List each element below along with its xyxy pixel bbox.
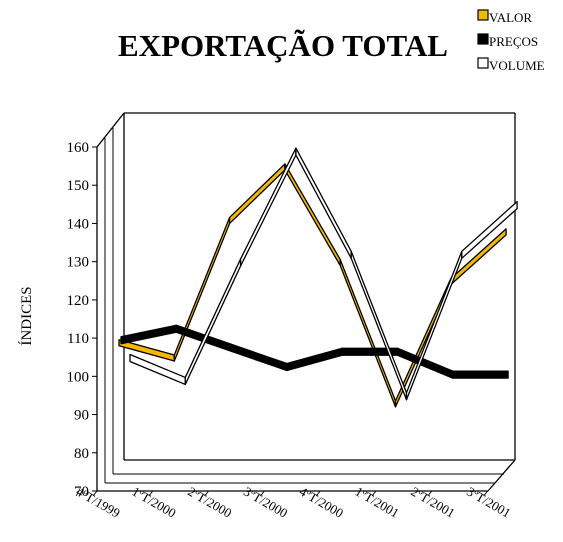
y-tick-label: 70	[74, 484, 89, 500]
y-axis-label: ÍNDICES	[18, 286, 35, 345]
legend-swatch	[477, 33, 489, 45]
chart-title: EXPORTAÇÃO TOTAL	[118, 28, 448, 63]
y-tick-label: 120	[67, 293, 90, 309]
x-tick-mark	[427, 490, 433, 497]
x-tick-label: 4ºT/1999	[74, 484, 123, 521]
y-tick-label: 100	[67, 369, 90, 385]
legend-label: PREÇOS	[489, 34, 538, 49]
series-segment	[461, 200, 518, 259]
series-volume	[129, 147, 518, 401]
x-tick-label: 2ºT/2000	[185, 484, 234, 521]
legend-swatch	[477, 57, 489, 69]
legend: VALOR PREÇOS VOLUME	[477, 9, 545, 73]
x-tick-label: 1ºT/2000	[129, 484, 178, 521]
x-tick-label: 1ºT/2001	[353, 484, 402, 521]
series-valor	[118, 163, 507, 408]
y-tick-label: 90	[74, 408, 89, 424]
legend-label: VOLUME	[489, 58, 545, 73]
y-tick-label: 150	[67, 178, 90, 194]
x-tick-mark	[92, 490, 98, 497]
series-segment	[120, 324, 177, 345]
series-layer	[118, 147, 518, 408]
x-tick-mark	[315, 490, 321, 497]
x-tick-label: 4ºT/2000	[297, 484, 346, 521]
x-tick-mark	[371, 490, 377, 497]
series-segment	[129, 353, 186, 386]
series-segment	[452, 370, 509, 379]
legend-swatch	[477, 9, 489, 21]
x-tick-label: 2ºT/2001	[408, 484, 457, 521]
series-segment	[184, 258, 242, 386]
series-segment	[230, 343, 288, 372]
chart-frame	[96, 112, 516, 492]
y-axis: 70 80 90 100 110 120 130 140 150 160	[67, 140, 97, 500]
y-tick-label: 80	[74, 446, 89, 462]
series-pre-os	[120, 324, 509, 379]
y-tick-label: 160	[67, 140, 90, 156]
x-tick-mark	[260, 490, 265, 497]
legend-label: VALOR	[489, 10, 532, 25]
series-segment	[239, 147, 297, 267]
x-tick-mark	[148, 490, 154, 497]
x-tick-mark	[483, 490, 488, 497]
series-segment	[350, 250, 408, 401]
x-tick-label: 3ºT/2000	[241, 484, 290, 521]
y-tick-label: 130	[67, 255, 90, 271]
y-tick-label: 140	[67, 216, 90, 232]
y-tick-label: 110	[67, 331, 89, 347]
x-axis: 4ºT/1999 1ºT/2000 2ºT/2000 3ºT/2000 4ºT/2000…	[74, 484, 514, 521]
series-segment	[286, 347, 343, 372]
x-tick-mark	[204, 490, 209, 497]
series-segment	[339, 258, 397, 408]
